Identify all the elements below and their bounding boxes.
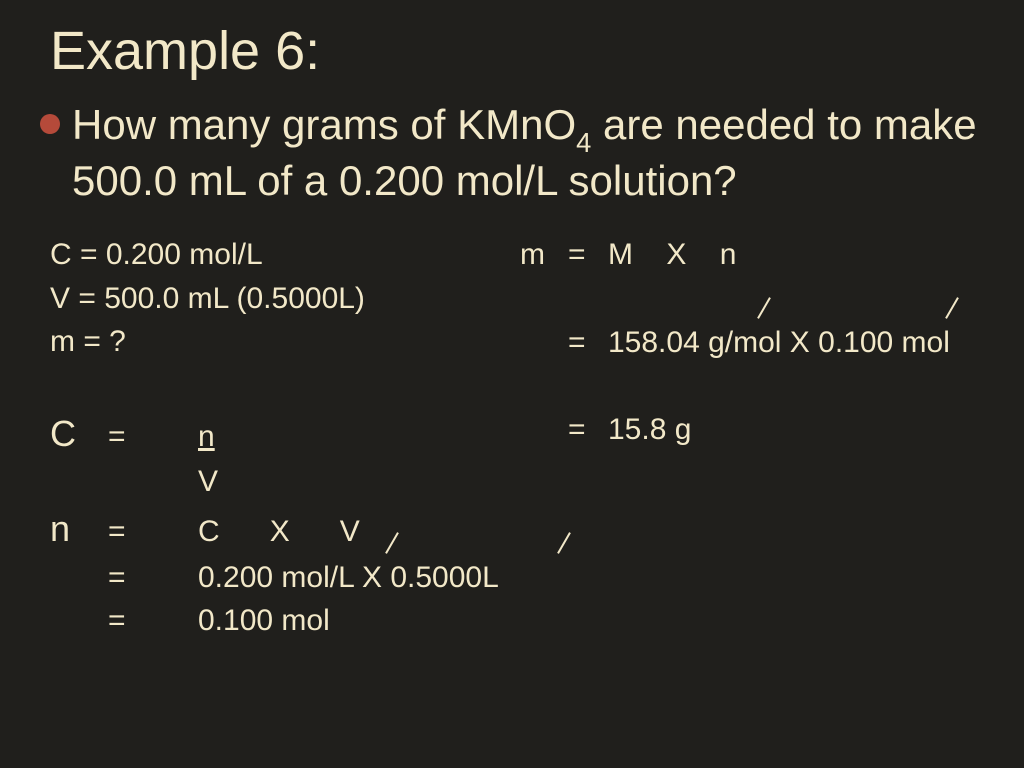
given-m: m = ? [50,320,520,364]
result-row-2: = 15.8 g [520,408,984,452]
expr-v: V [340,515,360,548]
equals: = [568,321,608,365]
question-text: How many grams of KMnO4 are needed to ma… [72,100,984,205]
denominator-v: V [50,460,520,504]
right-column: m = M X n = 158.04 g/mol X 0.100 mol = 1… [520,233,984,642]
calc-row-1: = 0.200 mol/L X 0.5000L [50,556,520,600]
equals: = [108,556,198,600]
slide-title: Example 6: [50,20,984,82]
slide-container: Example 6: How many grams of KMnO4 are n… [0,0,1024,768]
given-v: V = 500.0 mL (0.5000L) [50,277,520,321]
var-m: m [520,233,568,277]
formula-n-eq-cxv: n = C X V [50,503,520,555]
equals: = [108,510,198,554]
expr-mxn: M X n [608,233,984,277]
expr-c: C [198,515,220,548]
calc-row-2: = 158.04 g/mol X 0.100 mol [520,321,984,365]
equals: = [568,408,608,452]
equals: = [108,415,198,459]
question-pre: How many grams of KMnO [72,101,576,148]
equals: = [568,233,608,277]
question-subscript: 4 [576,127,591,158]
left-column: C = 0.200 mol/L V = 500.0 mL (0.5000L) m… [50,233,520,642]
bullet-icon [40,114,60,134]
numerator-n: n [198,415,215,459]
result-value-1: 0.100 mol [198,599,520,643]
formula-c-eq-n-over-v: C = n [50,408,520,460]
var-n: n [50,503,108,555]
var-c: C [50,408,108,460]
expr-n: n [720,238,737,271]
result-row-1: = 0.100 mol [50,599,520,643]
work-area: C = 0.200 mol/L V = 500.0 mL (0.5000L) m… [50,233,984,642]
calc-value-2: 158.04 g/mol X 0.100 mol [608,321,984,365]
result-value-2: 15.8 g [608,408,984,452]
expr-m: M [608,238,633,271]
expr-x: X [270,515,290,548]
equals: = [108,599,198,643]
expr-cxv: C X V [198,510,360,554]
given-c: C = 0.200 mol/L [50,233,520,277]
expr-x: X [666,238,686,271]
calc-value-1: 0.200 mol/L X 0.5000L [198,556,520,600]
formula-m-eq-mxn: m = M X n [520,233,984,277]
question-row: How many grams of KMnO4 are needed to ma… [40,100,984,205]
